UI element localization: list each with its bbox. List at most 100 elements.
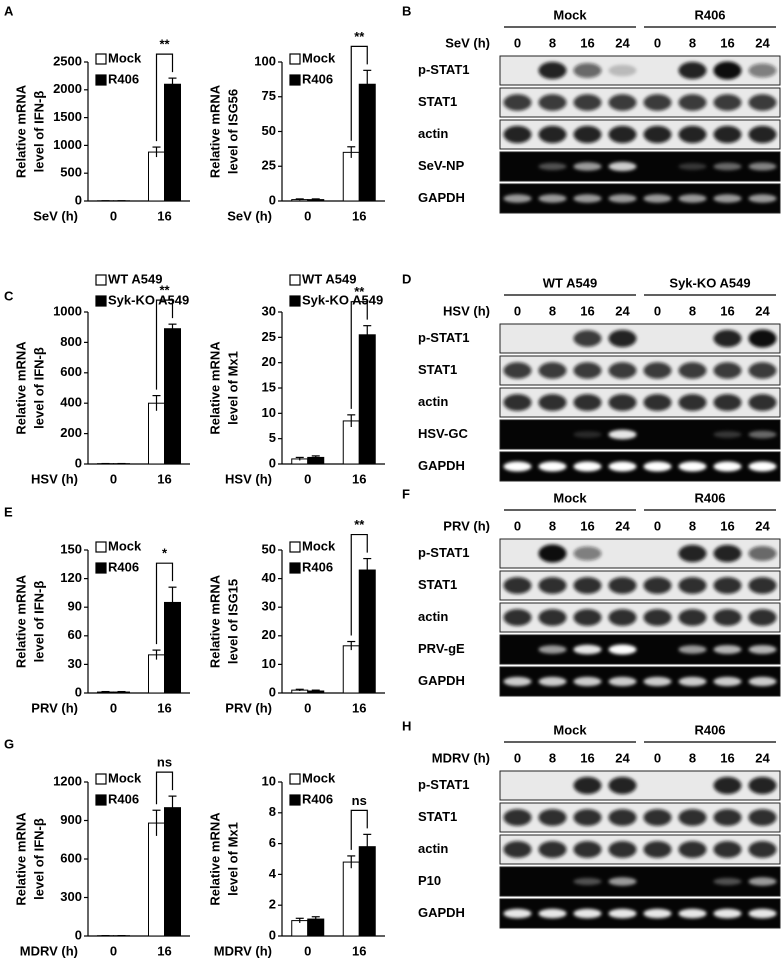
band: [503, 362, 532, 379]
band: [608, 394, 637, 411]
band: [748, 877, 777, 886]
band: [713, 125, 742, 144]
band: [538, 645, 567, 654]
legend-swatch: [95, 274, 107, 286]
band: [678, 908, 707, 919]
band: [573, 908, 602, 919]
band: [748, 809, 777, 826]
time-point: 8: [549, 35, 556, 50]
y-axis-label: level of ISG15: [225, 579, 240, 664]
y-tick-label: 2: [269, 897, 276, 912]
y-tick-label: 1000: [53, 137, 82, 152]
band: [713, 394, 742, 411]
band: [713, 645, 742, 654]
x-tick-label: 0: [110, 471, 117, 486]
row-label: p-STAT1: [418, 62, 470, 77]
time-label: MDRV (h): [432, 750, 490, 765]
legend-swatch: [95, 295, 107, 307]
y-tick-label: 1500: [53, 109, 82, 124]
bar: [342, 420, 360, 465]
x-tick-label: 16: [157, 943, 171, 958]
band: [713, 461, 742, 472]
band: [713, 577, 742, 594]
band: [538, 809, 567, 826]
y-tick-label: 0: [75, 684, 82, 699]
x-tick-label: 0: [304, 208, 311, 223]
band: [748, 430, 777, 439]
band: [713, 877, 742, 886]
y-axis-label: Relative mRNA: [207, 574, 222, 668]
significance-bracket: [350, 809, 368, 850]
band: [503, 609, 532, 626]
y-tick-label: 0: [269, 455, 276, 470]
band: [713, 162, 742, 171]
band: [713, 809, 742, 826]
time-point: 0: [514, 303, 521, 318]
band: [608, 362, 637, 379]
band: [643, 362, 672, 379]
group-label: R406: [694, 490, 725, 505]
legend-swatch: [289, 53, 301, 65]
legend-label: R406: [302, 791, 333, 806]
band: [713, 676, 742, 687]
significance-bracket: [350, 45, 368, 141]
y-tick-label: 10: [262, 773, 276, 788]
y-tick-label: 800: [60, 334, 82, 349]
bands: [503, 841, 777, 858]
y-tick-label: 2500: [53, 53, 82, 68]
y-axis-label: Relative mRNA: [207, 341, 222, 435]
significance-bracket: [155, 562, 174, 645]
legend-label: Mock: [302, 538, 336, 553]
band: [643, 94, 672, 111]
legend-swatch: [95, 53, 107, 65]
legend-label: R406: [108, 559, 139, 574]
band: [748, 329, 777, 348]
y-tick-label: 200: [60, 425, 82, 440]
significance-label: *: [162, 546, 168, 561]
legend-swatch: [95, 74, 107, 86]
x-tick-label: 0: [304, 943, 311, 958]
band: [538, 676, 567, 687]
bands: [503, 94, 777, 111]
time-point: 24: [755, 35, 770, 50]
time-point: 24: [755, 518, 770, 533]
time-point: 0: [514, 518, 521, 533]
band: [573, 63, 602, 78]
legend-swatch: [289, 274, 301, 286]
band: [678, 841, 707, 858]
time-point: 24: [615, 35, 630, 50]
band: [713, 841, 742, 858]
row-label: STAT1: [418, 809, 457, 824]
group-label: Syk-KO A549: [669, 275, 750, 290]
band: [748, 776, 777, 795]
time-point: 24: [615, 750, 630, 765]
time-point: 16: [720, 750, 734, 765]
band: [608, 877, 637, 886]
legend-label: R406: [302, 71, 333, 86]
panel-label: B: [402, 3, 411, 18]
x-tick-label: 0: [110, 208, 117, 223]
band: [748, 609, 777, 626]
band: [678, 676, 707, 687]
band: [748, 63, 777, 78]
time-point: 8: [689, 303, 696, 318]
band: [538, 544, 567, 563]
band: [538, 609, 567, 626]
band: [608, 644, 637, 655]
band: [713, 908, 742, 919]
bar: [307, 918, 325, 937]
bar: [358, 846, 376, 937]
y-tick-label: 10: [262, 656, 276, 671]
row-label: p-STAT1: [418, 777, 470, 792]
band: [573, 431, 602, 438]
x-tick-label: 0: [110, 700, 117, 715]
band: [608, 809, 637, 826]
time-point: 0: [654, 303, 661, 318]
band: [503, 394, 532, 411]
band: [713, 94, 742, 111]
band: [538, 61, 567, 80]
legend-swatch: [289, 295, 301, 307]
time-point: 8: [689, 750, 696, 765]
significance-label: **: [354, 29, 365, 44]
bar: [358, 83, 376, 202]
